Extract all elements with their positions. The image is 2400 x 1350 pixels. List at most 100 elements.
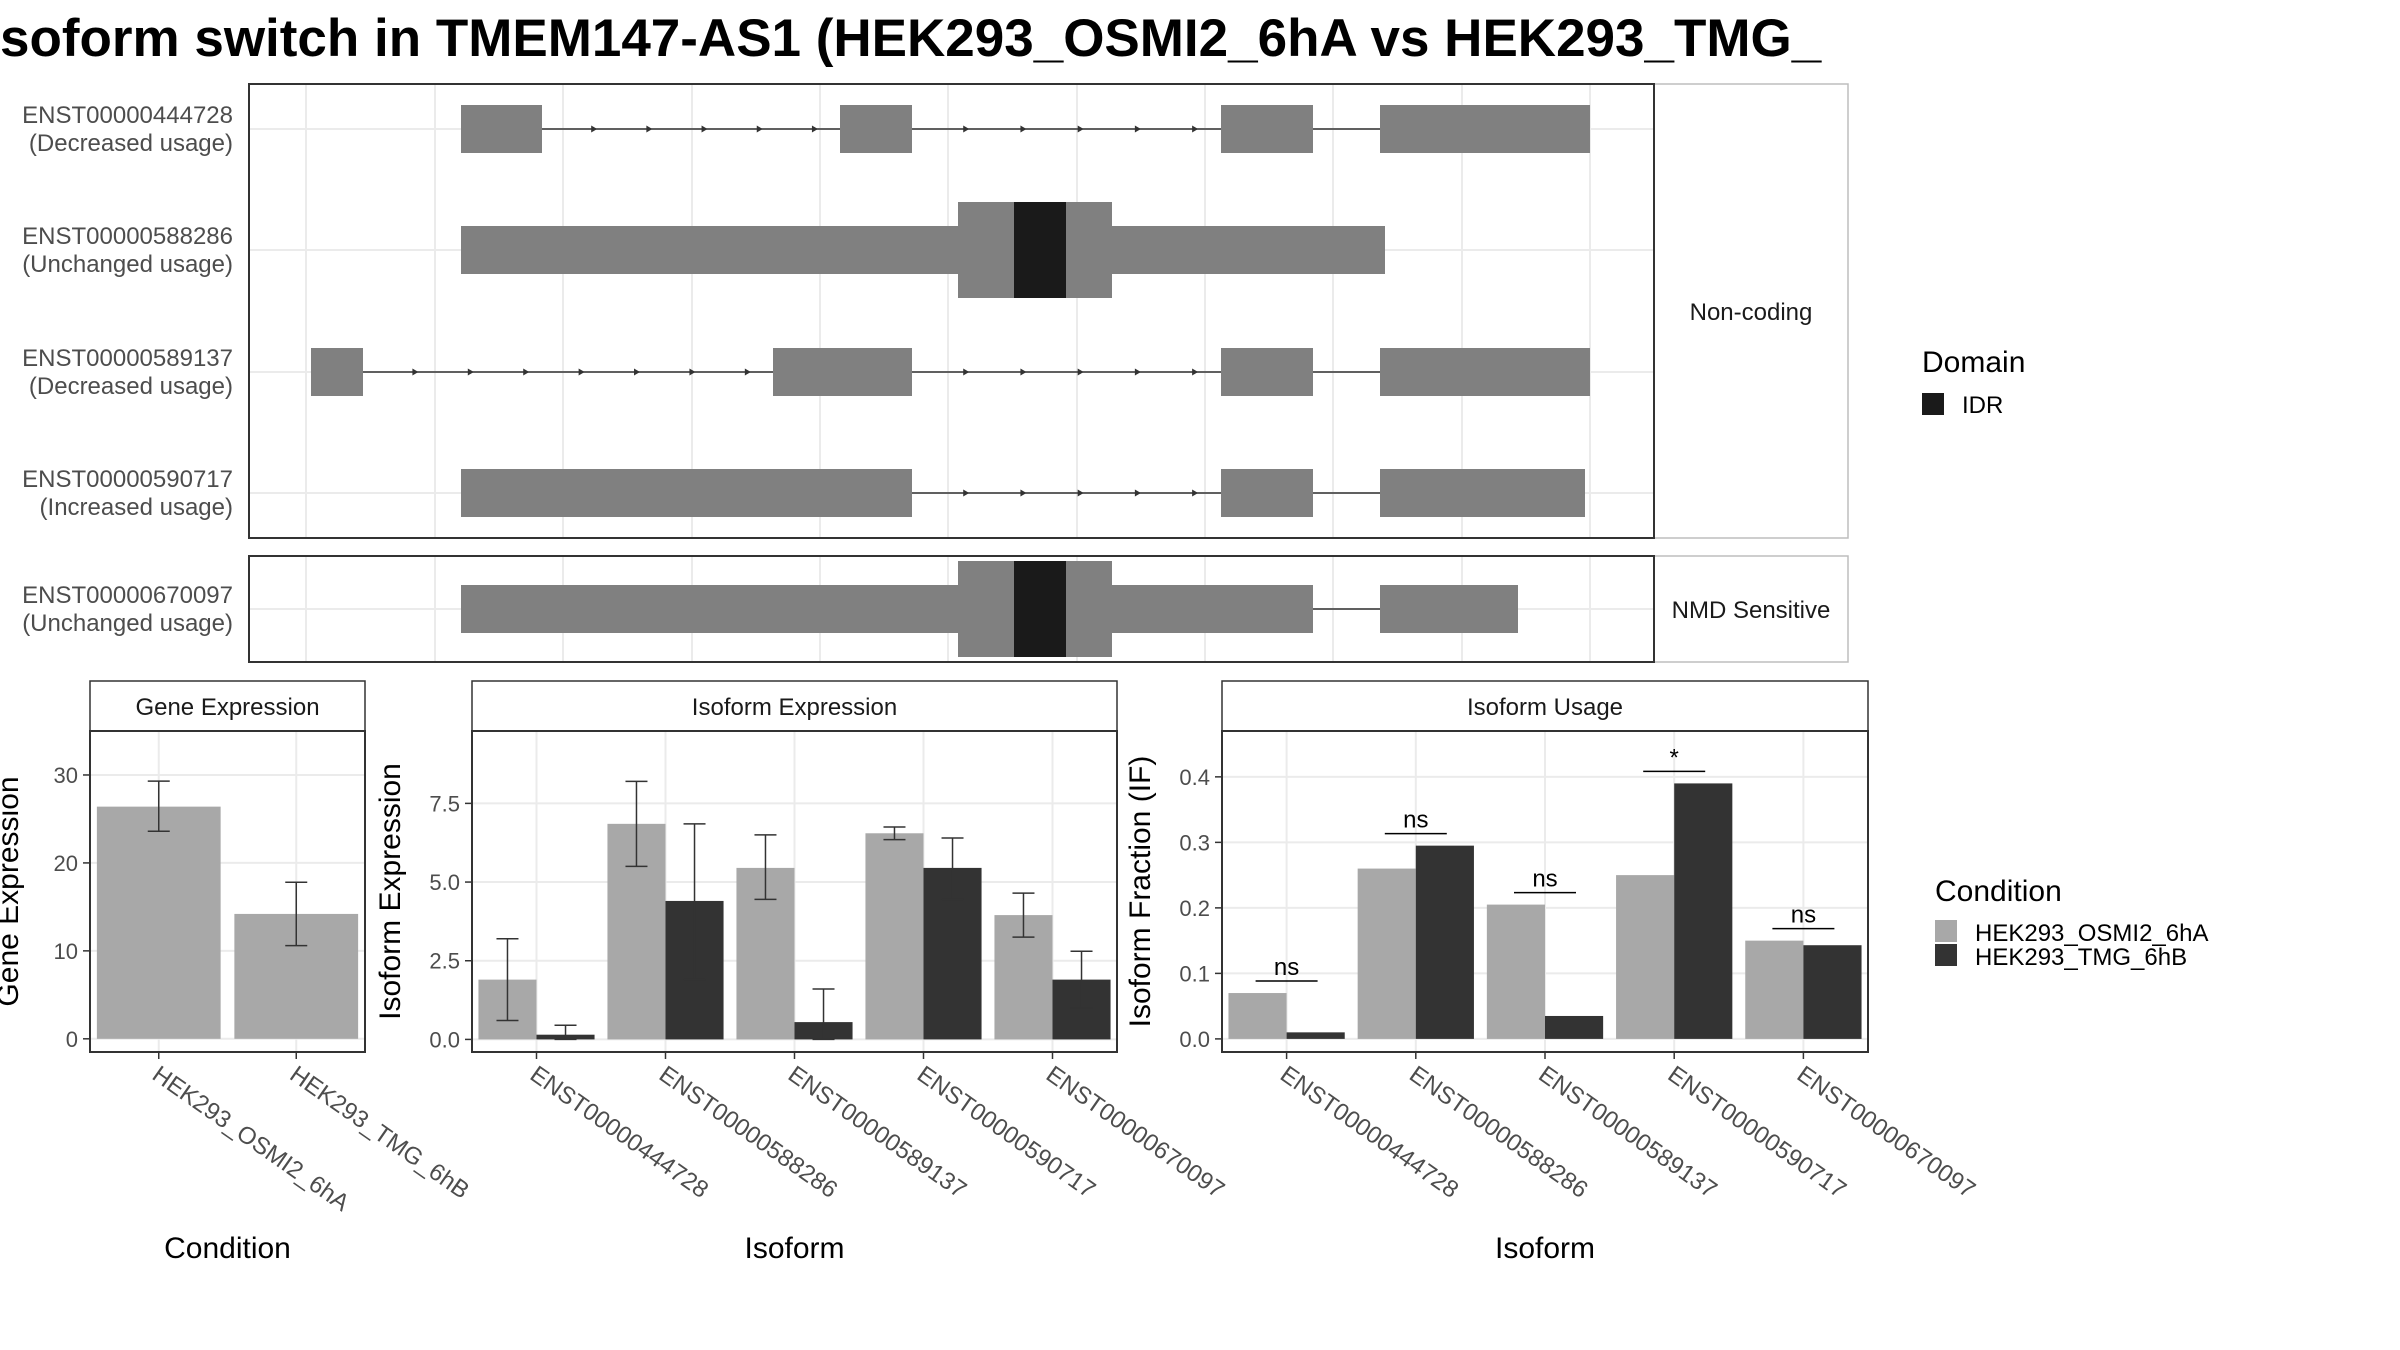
x-axis-title: Isoform bbox=[1495, 1232, 1595, 1265]
legend-title: Domain bbox=[1922, 346, 2025, 379]
idr-domain bbox=[1014, 202, 1066, 298]
panel-strip bbox=[1221, 680, 1869, 732]
significance-label: * bbox=[1670, 744, 1679, 771]
intron-arrow bbox=[963, 489, 970, 497]
significance-label: ns bbox=[1274, 954, 1299, 981]
y-tick-label: 0.4 bbox=[1179, 765, 1210, 790]
structure-panel-border bbox=[248, 555, 1655, 663]
intron-arrow bbox=[1020, 489, 1027, 497]
isoform-usage-panel: Isoform Usage0.00.10.20.30.4nsENST000004… bbox=[1124, 680, 1980, 1265]
exon-block bbox=[1221, 469, 1313, 517]
transcript-id-label: ENST00000589137 bbox=[22, 345, 233, 372]
intron-arrow bbox=[1192, 489, 1199, 497]
structure-panel-border bbox=[248, 83, 1655, 539]
intron-arrow bbox=[1192, 125, 1199, 133]
intron-arrow bbox=[1020, 368, 1027, 376]
plot-area-border bbox=[1221, 730, 1869, 1053]
legend-swatch bbox=[1935, 920, 1957, 942]
y-tick-label: 0.2 bbox=[1179, 896, 1210, 921]
transcript-id-label: ENST00000590717 bbox=[22, 466, 233, 493]
idr-domain bbox=[1014, 561, 1066, 657]
intron-arrow bbox=[1077, 368, 1084, 376]
transcript-usage-label: (Decreased usage) bbox=[29, 130, 233, 157]
exon-block bbox=[461, 469, 912, 517]
domain-legend: Domain IDR bbox=[1922, 346, 2025, 419]
facet-strip bbox=[1653, 555, 1849, 663]
plot-area-border bbox=[89, 730, 366, 1053]
transcript-usage-label: (Unchanged usage) bbox=[22, 610, 233, 637]
exon-block bbox=[1380, 105, 1590, 153]
intron-arrow bbox=[1192, 368, 1199, 376]
bar bbox=[1486, 904, 1545, 1039]
y-tick-label: 7.5 bbox=[429, 791, 460, 816]
facet-label: Non-coding bbox=[1690, 299, 1813, 326]
panel-strip-title: Isoform Usage bbox=[1467, 694, 1623, 721]
panel-strip-title: Isoform Expression bbox=[692, 694, 897, 721]
x-axis-title: Condition bbox=[164, 1232, 291, 1265]
intron-arrow bbox=[523, 368, 530, 376]
exon-block bbox=[1380, 348, 1590, 396]
exon-block bbox=[840, 105, 912, 153]
y-tick-label: 0.3 bbox=[1179, 830, 1210, 855]
y-axis-title: Isoform Expression bbox=[374, 763, 407, 1020]
intron-arrow bbox=[756, 125, 763, 133]
legend-item-label: HEK293_OSMI2_6hA bbox=[1975, 920, 2208, 947]
bar bbox=[1745, 940, 1804, 1039]
intron-arrow bbox=[578, 368, 585, 376]
transcript-usage-label: (Unchanged usage) bbox=[22, 251, 233, 278]
intron-arrow bbox=[467, 368, 474, 376]
exon-block bbox=[461, 105, 542, 153]
facet-strip bbox=[1653, 83, 1849, 539]
y-tick-label: 0.1 bbox=[1179, 961, 1210, 986]
bar bbox=[1286, 1032, 1345, 1039]
bar bbox=[1674, 783, 1733, 1039]
exon-block bbox=[1380, 469, 1585, 517]
transcript-usage-label: (Increased usage) bbox=[40, 494, 233, 521]
intron-arrow bbox=[963, 368, 970, 376]
transcript-usage-label: (Decreased usage) bbox=[29, 373, 233, 400]
y-axis-title: Isoform Fraction (IF) bbox=[1124, 756, 1157, 1028]
intron-arrow bbox=[689, 368, 696, 376]
intron-arrow bbox=[701, 125, 708, 133]
exon-block bbox=[311, 348, 363, 396]
intron-arrow bbox=[646, 125, 653, 133]
intron-arrow bbox=[811, 125, 818, 133]
intron-arrow bbox=[634, 368, 641, 376]
exon-block bbox=[461, 585, 1313, 633]
exon-block bbox=[1221, 105, 1313, 153]
bar bbox=[96, 806, 221, 1039]
structure-panel-bg bbox=[249, 84, 1654, 538]
legend-swatch bbox=[1935, 944, 1957, 966]
intron-arrow bbox=[591, 125, 598, 133]
y-tick-label: 0.0 bbox=[429, 1027, 460, 1052]
y-axis-title: Gene Expression bbox=[0, 776, 25, 1006]
y-tick-label: 2.5 bbox=[429, 949, 460, 974]
bar bbox=[1228, 993, 1287, 1039]
panel-strip bbox=[471, 680, 1118, 732]
y-tick-label: 0 bbox=[66, 1027, 78, 1052]
intron-arrow bbox=[1134, 368, 1141, 376]
intron-arrow bbox=[1134, 489, 1141, 497]
intron-arrow bbox=[963, 125, 970, 133]
y-tick-label: 20 bbox=[54, 851, 78, 876]
intron-arrow bbox=[744, 368, 751, 376]
exon-block bbox=[461, 226, 1385, 274]
facet-label: NMD Sensitive bbox=[1672, 597, 1831, 624]
plot-area-border bbox=[471, 730, 1118, 1053]
significance-label: ns bbox=[1791, 902, 1816, 929]
y-tick-label: 0.0 bbox=[1179, 1027, 1210, 1052]
bar bbox=[1803, 945, 1862, 1039]
legend-title: Condition bbox=[1935, 875, 2062, 908]
bar bbox=[1357, 868, 1416, 1039]
intron-arrow bbox=[1077, 489, 1084, 497]
intron-arrow bbox=[1020, 125, 1027, 133]
transcript-id-label: ENST00000444728 bbox=[22, 102, 233, 129]
exon-block bbox=[1221, 348, 1313, 396]
significance-label: ns bbox=[1403, 807, 1428, 834]
bar bbox=[1415, 845, 1474, 1039]
x-axis-title: Isoform bbox=[744, 1232, 844, 1265]
exon-block bbox=[773, 348, 912, 396]
